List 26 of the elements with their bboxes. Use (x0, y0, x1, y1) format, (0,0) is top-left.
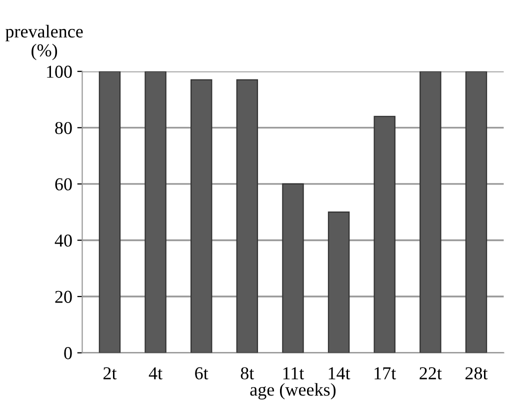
y-tick-label: 0 (64, 347, 72, 360)
bar (190, 79, 212, 353)
x-tick-label: 28t (465, 367, 488, 380)
bar (282, 183, 304, 353)
bar (144, 71, 166, 353)
y-tick-label: 100 (47, 66, 72, 78)
x-tick-label: 17t (374, 367, 396, 380)
x-tick-label: 22t (420, 367, 442, 380)
x-tick-label: 6t (195, 367, 208, 380)
x-tick-label: 11t (283, 367, 304, 380)
x-tick-label: 2t (104, 367, 117, 380)
x-axis-title: age (weeks) (250, 383, 336, 400)
bar (98, 71, 121, 353)
bar (374, 116, 396, 353)
x-tick-label: 4t (148, 367, 162, 380)
bar (236, 79, 258, 353)
bar (465, 71, 488, 353)
bar (328, 212, 350, 353)
y-tick-label: 40 (54, 234, 72, 247)
y-tick-label: 60 (55, 178, 72, 190)
bar (420, 71, 442, 353)
y-axis-title: prevalence (%) (6, 24, 83, 60)
x-tick-label: 8t (240, 367, 254, 380)
y-tick-label: 20 (55, 290, 72, 303)
y-tick-label: 80 (55, 122, 72, 134)
x-tick-label: 14t (328, 367, 350, 380)
